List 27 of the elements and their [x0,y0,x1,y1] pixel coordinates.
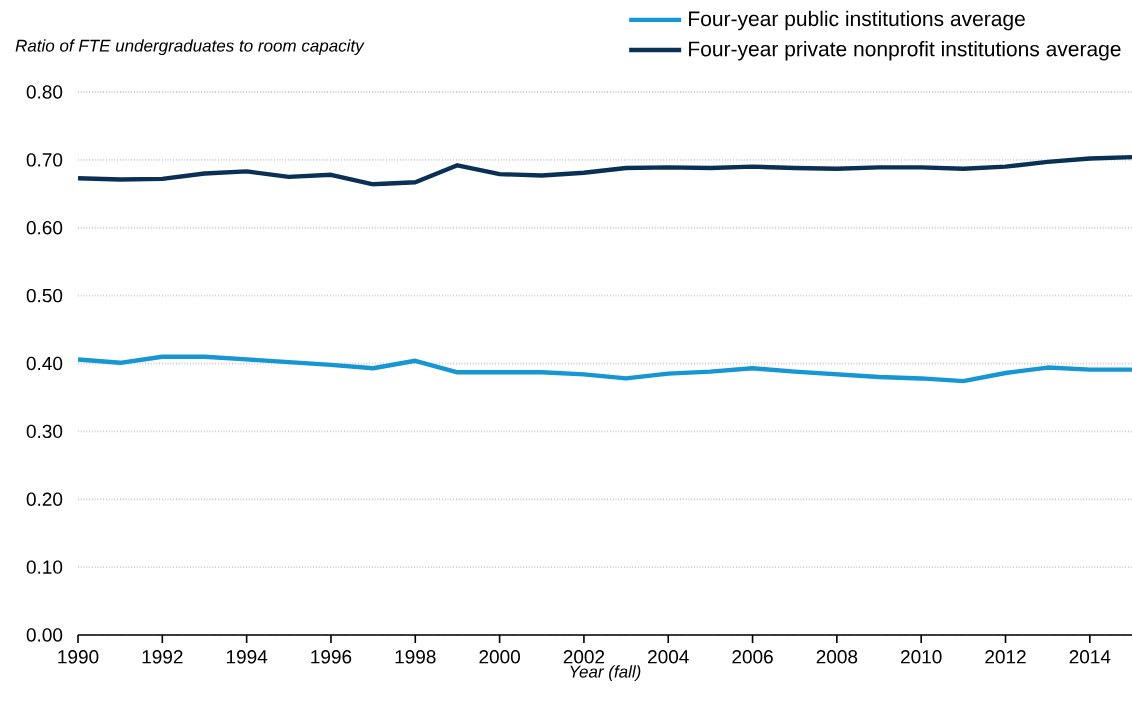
x-tick-label: 1994 [226,650,268,664]
y-axis-title: Ratio of FTE undergraduates to room capacity [15,39,365,56]
x-tick-label: 1992 [142,650,183,664]
y-tick-label: 0.40 [26,356,63,371]
y-tick-label: 0.70 [26,153,63,167]
x-tick-label: 1998 [395,650,436,664]
line-series [78,154,1132,187]
x-tick-label: 2004 [648,650,689,664]
legend-label: Four-year private nonprofit institutions average [689,40,1121,61]
x-axis-title: Year (fall) [570,665,641,682]
x-tick-label: 2006 [732,650,773,664]
y-tick-label: 0.60 [26,221,63,235]
x-tick-label: 1990 [58,650,99,664]
y-tick-label: 0.80 [26,85,63,99]
x-tick-label: 2012 [985,650,1026,664]
x-tick-label: 2000 [479,650,520,664]
x-tick-label: 1996 [311,650,352,664]
x-tick-label: 2010 [901,650,942,664]
y-tick-label: 0.50 [26,288,63,303]
y-tick-label: 0.30 [26,424,63,439]
y-tick-label: 0.10 [26,560,63,574]
x-tick-label: 2008 [816,650,858,664]
legend-label: Four-year public institutions average [689,10,1025,31]
y-tick-label: 0.20 [26,492,63,506]
y-tick-label: 0.00 [26,628,63,642]
x-tick-label: 2002 [563,650,605,664]
x-tick-label: 2014 [1069,650,1111,664]
